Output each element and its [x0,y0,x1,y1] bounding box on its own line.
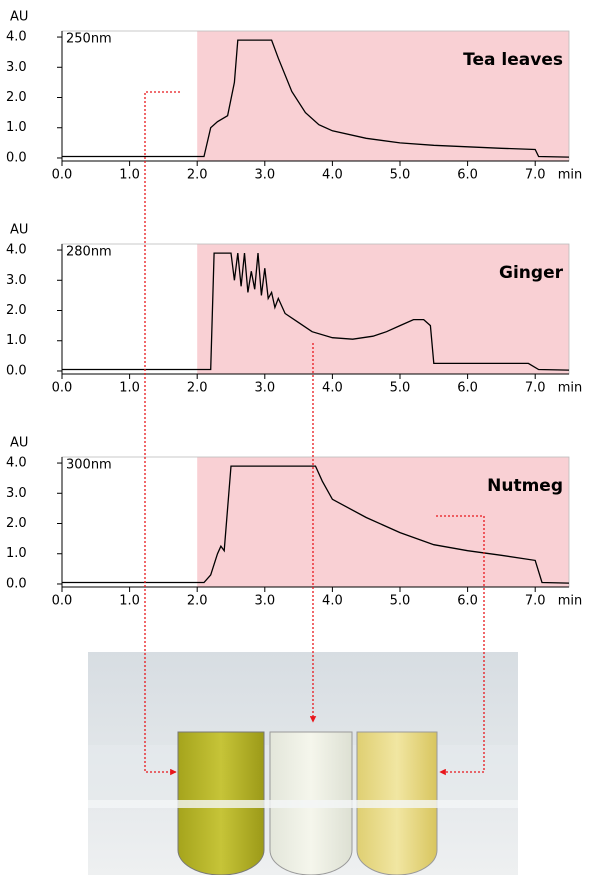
sample-title: Nutmeg [487,476,563,496]
x-tick-label: 2.0 [187,381,208,396]
chromatogram-line [62,465,570,584]
x-tick-label: 2.0 [187,594,208,609]
y-tick-label: 2.0 [6,516,27,531]
x-axis-label: min [558,168,583,183]
chromatogram-line [62,252,570,371]
x-tick-label: 6.0 [457,594,478,609]
y-tick-label: 3.0 [6,60,27,75]
x-tick-label: 3.0 [254,381,275,396]
y-tick-label: 0.0 [6,150,27,165]
y-tick-label: 1.0 [6,546,27,561]
x-tick-label: 4.0 [322,168,343,183]
y-tick-label: 2.0 [6,90,27,105]
chart: 0.0 1.0 2.0 3.0 4.0 0.0 1.0 2.0 3.0 4.0 5.0 6.0 7.0 A… [6,10,582,183]
y-tick-label: 4.0 [6,456,27,471]
chromatogram-line [62,39,570,158]
x-tick-label: 7.0 [525,594,546,609]
y-tick-label: 3.0 [6,273,27,288]
x-tick-label: 1.0 [119,594,140,609]
x-axis-label: min [558,381,583,396]
charts: 0.0 1.0 2.0 3.0 4.0 0.0 1.0 2.0 3.0 4.0 5.0 6.0 7.0 A… [6,10,582,609]
x-tick-label: 7.0 [525,168,546,183]
y-tick-label: 4.0 [6,30,27,45]
x-tick-label: 0.0 [52,381,73,396]
y-tick-label: 0.0 [6,576,27,591]
wavelength-label: 300nm [66,458,112,473]
x-tick-label: 6.0 [457,381,478,396]
x-tick-label: 0.0 [52,594,73,609]
connector-arrows [144,91,485,776]
highlight-region [197,31,569,161]
x-tick-label: 5.0 [390,168,411,183]
y-tick-label: 3.0 [6,486,27,501]
x-tick-label: 1.0 [119,168,140,183]
x-tick-label: 6.0 [457,168,478,183]
y-axis-label: AU [10,10,28,25]
sample-title: Ginger [499,263,564,283]
chart: 0.0 1.0 2.0 3.0 4.0 0.0 1.0 2.0 3.0 4.0 5.0 6.0 7.0 A… [6,436,582,609]
x-tick-label: 3.0 [254,594,275,609]
x-axis-label: min [558,594,583,609]
x-tick-label: 4.0 [322,381,343,396]
y-axis-label: AU [10,436,28,451]
x-tick-label: 3.0 [254,168,275,183]
x-tick-label: 2.0 [187,168,208,183]
y-tick-label: 4.0 [6,243,27,258]
y-tick-label: 1.0 [6,333,27,348]
y-tick-label: 1.0 [6,120,27,135]
y-axis-label: AU [10,223,28,238]
wavelength-label: 280nm [66,245,112,260]
photo [88,652,518,875]
x-tick-label: 7.0 [525,381,546,396]
chart: 0.0 1.0 2.0 3.0 4.0 0.0 1.0 2.0 3.0 4.0 5.0 6.0 7.0 A… [6,223,582,396]
x-tick-label: 4.0 [322,594,343,609]
x-tick-label: 5.0 [390,381,411,396]
y-tick-label: 2.0 [6,303,27,318]
x-tick-label: 1.0 [119,381,140,396]
y-tick-label: 0.0 [6,363,27,378]
sample-title: Tea leaves [463,50,563,70]
wavelength-label: 250nm [66,32,112,47]
x-tick-label: 5.0 [390,594,411,609]
x-tick-label: 0.0 [52,168,73,183]
highlight-region [197,457,569,587]
